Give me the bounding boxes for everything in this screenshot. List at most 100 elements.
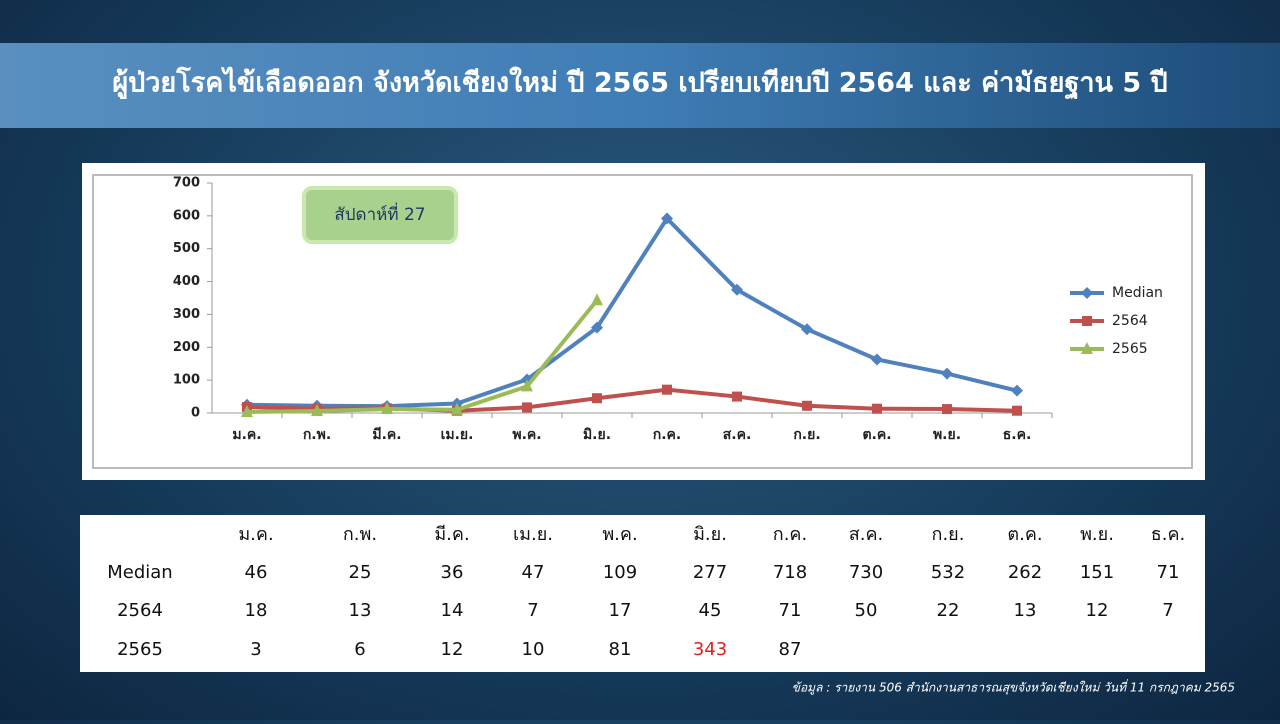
table-cell: 6	[354, 639, 365, 660]
legend-marker	[1082, 316, 1092, 326]
y-tick-label: 0	[191, 406, 200, 421]
column-header: ก.ย.	[932, 524, 965, 545]
marker	[592, 393, 602, 404]
table-cell: 10	[522, 639, 545, 660]
marker	[942, 404, 952, 415]
title-bar	[0, 43, 1280, 128]
marker	[522, 402, 532, 413]
table-cell: 7	[1162, 600, 1173, 621]
y-tick-label: 500	[173, 241, 200, 256]
table-cell: 14	[441, 600, 464, 621]
table-cell: 50	[855, 600, 878, 621]
marker	[941, 367, 953, 380]
marker	[731, 283, 743, 296]
column-header: ก.พ.	[343, 524, 377, 545]
marker	[241, 405, 253, 418]
table-cell: 343	[693, 639, 727, 660]
x-tick-label: พ.ย.	[933, 427, 961, 443]
x-tick-label: มิ.ย.	[583, 427, 611, 443]
marker	[802, 400, 812, 411]
series-line	[246, 299, 599, 415]
table-bg	[80, 515, 1205, 672]
table-cell: 151	[1080, 562, 1114, 583]
table-cell: 3	[250, 639, 261, 660]
marker	[801, 323, 813, 336]
marker	[732, 391, 742, 402]
x-tick-label: ส.ค.	[723, 427, 752, 443]
y-tick-label: 100	[173, 373, 200, 388]
table-cell: 71	[779, 600, 802, 621]
x-tick-label: ม.ค.	[232, 427, 261, 443]
y-tick-label: 700	[173, 176, 200, 191]
marker	[1012, 405, 1022, 416]
column-header: ธ.ค.	[1151, 524, 1185, 545]
legend-marker	[1081, 342, 1093, 354]
marker	[451, 402, 463, 415]
x-tick-label: ก.ย.	[793, 427, 820, 443]
y-tick-label: 400	[173, 274, 200, 289]
column-header: ส.ค.	[849, 524, 883, 545]
table-cell: 81	[609, 639, 632, 660]
row-label: 2565	[117, 639, 163, 660]
annotation: สัปดาห์ที่ 27	[334, 202, 425, 225]
column-header: ต.ค.	[1007, 524, 1042, 545]
x-tick-label: พ.ค.	[512, 427, 541, 443]
table-cell: 262	[1008, 562, 1042, 583]
series-line	[246, 215, 1018, 409]
table-cell: 25	[349, 562, 372, 583]
table-cell: 7	[527, 600, 538, 621]
marker	[872, 403, 882, 414]
legend-label: 2564	[1112, 313, 1148, 329]
marker	[1011, 384, 1023, 397]
legend-label: Median	[1112, 285, 1163, 301]
table-cell: 718	[773, 562, 807, 583]
column-header: มี.ค.	[434, 524, 469, 545]
table-cell: 109	[603, 562, 637, 583]
table-cell: 13	[1014, 600, 1037, 621]
table-cell: 13	[349, 600, 372, 621]
column-header: มิ.ย.	[693, 524, 727, 545]
title: ผู้ป่วยโรคไข้เลือดออก จังหวัดเชียงใหม่ ป…	[112, 66, 1167, 101]
x-tick-label: เม.ย.	[441, 427, 474, 443]
column-header: พ.ย.	[1080, 524, 1114, 545]
row-label: Median	[107, 562, 172, 583]
table-cell: 36	[441, 562, 464, 583]
marker	[662, 384, 672, 395]
table-cell: 71	[1157, 562, 1180, 583]
x-tick-label: มี.ค.	[372, 427, 401, 443]
marker	[381, 402, 393, 415]
x-tick-label: ธ.ค.	[1003, 427, 1032, 443]
chart-area	[82, 163, 1205, 480]
marker	[871, 353, 883, 366]
table-cell: 17	[609, 600, 632, 621]
y-tick-label: 200	[173, 340, 200, 355]
column-header: พ.ค.	[602, 524, 637, 545]
table-cell: 87	[779, 639, 802, 660]
column-header: เม.ย.	[513, 524, 553, 545]
table-cell: 12	[1086, 600, 1109, 621]
legend-label: 2565	[1112, 341, 1148, 357]
y-tick-label: 600	[173, 208, 200, 223]
marker	[591, 321, 603, 334]
table-cell: 22	[937, 600, 960, 621]
plot-frame	[92, 174, 1193, 469]
table-cell: 18	[245, 600, 268, 621]
x-tick-label: ก.ค.	[653, 427, 681, 443]
table-cell: 45	[699, 600, 722, 621]
table-cell: 47	[522, 562, 545, 583]
annotation-box	[302, 186, 458, 244]
source: ข้อมูล : รายงาน 506 สำนักงานสาธารณสุขจัง…	[792, 679, 1235, 696]
table-cell: 46	[245, 562, 268, 583]
table-cell: 532	[931, 562, 965, 583]
x-tick-label: ก.พ.	[303, 427, 331, 443]
legend-marker	[1081, 287, 1093, 299]
x-tick-label: ต.ค.	[862, 427, 891, 443]
marker	[521, 379, 533, 392]
marker	[591, 293, 603, 306]
marker	[311, 404, 323, 417]
marker	[661, 212, 673, 225]
table-cell: 730	[849, 562, 883, 583]
y-tick-label: 300	[173, 307, 200, 322]
table-cell: 12	[441, 639, 464, 660]
